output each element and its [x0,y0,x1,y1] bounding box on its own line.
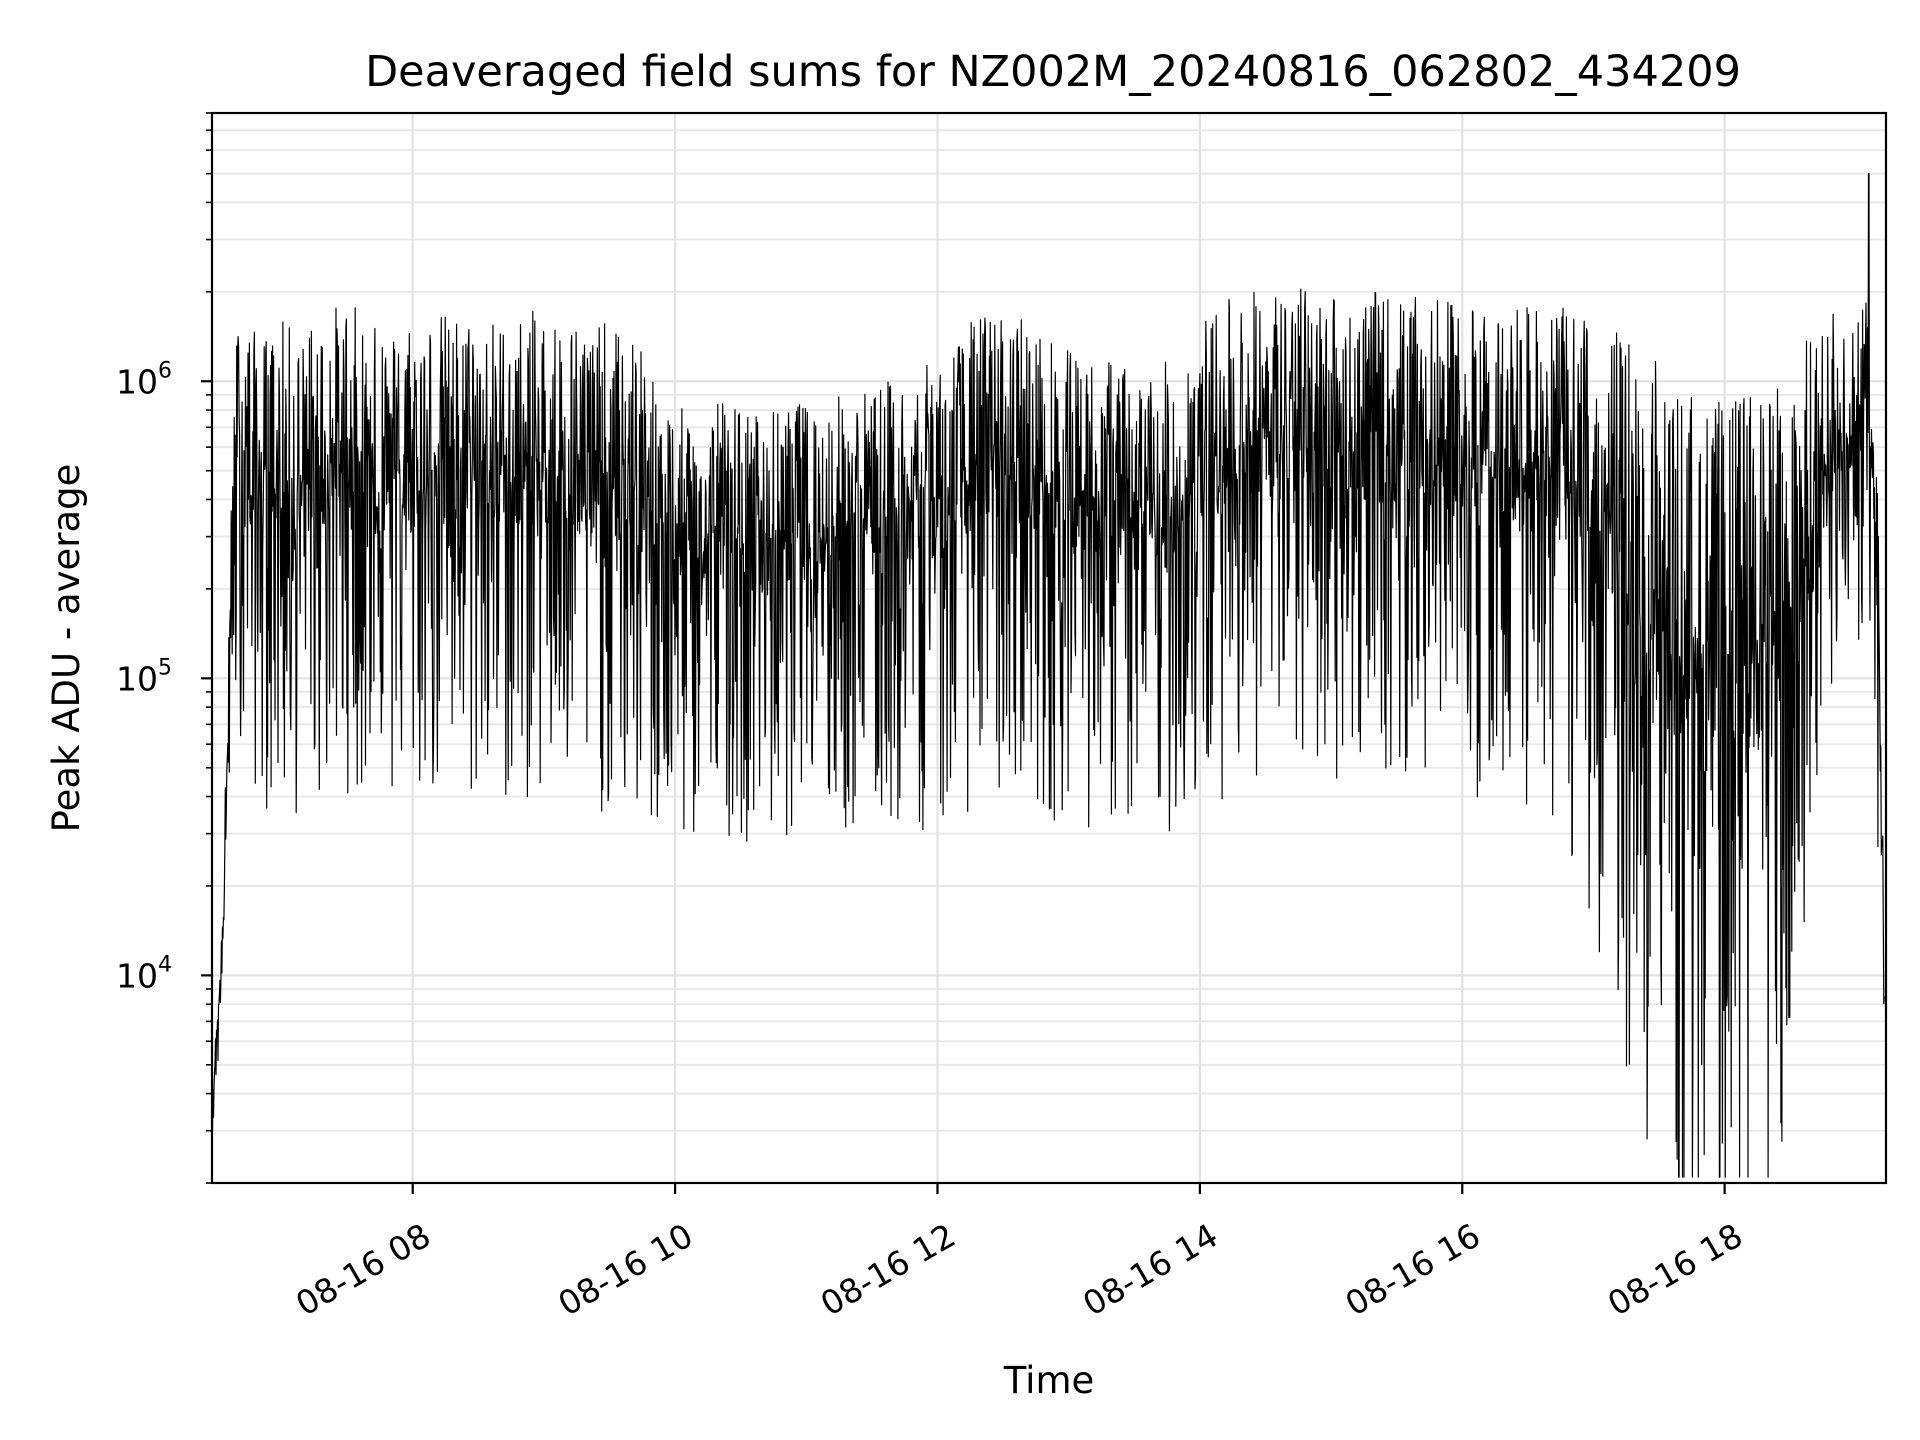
chart-title: Deaveraged field sums for NZ002M_2024081… [365,47,1741,97]
y-tick-exponent: 4 [158,952,172,977]
x-axis-label: Time [1003,1359,1095,1402]
plot-frame [210,111,1888,1185]
data-series [211,173,1885,1178]
y-tick-exponent: 6 [158,358,172,383]
y-axis-label: Peak ADU - average [45,464,88,833]
series-line [211,173,1885,1178]
y-tick-exponent: 5 [158,655,172,680]
